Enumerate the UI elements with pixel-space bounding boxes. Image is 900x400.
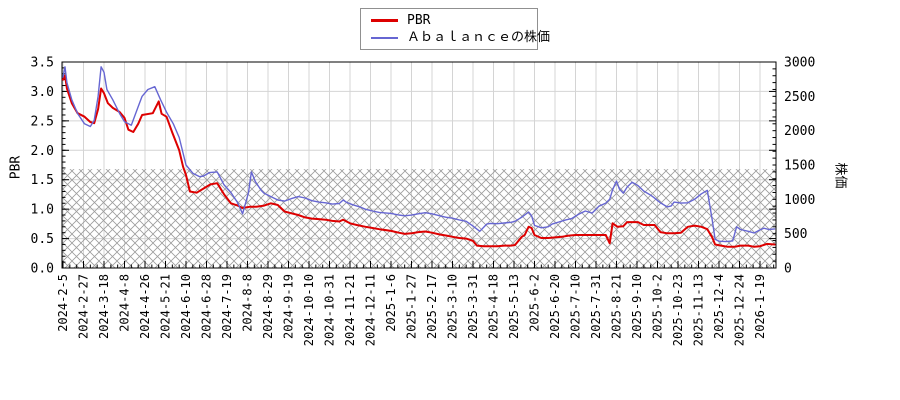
svg-text:500: 500 bbox=[784, 227, 807, 242]
svg-text:2024-6-10: 2024-6-10 bbox=[179, 274, 193, 339]
svg-text:2025-4-18: 2025-4-18 bbox=[487, 274, 501, 339]
svg-text:2024-7-19: 2024-7-19 bbox=[220, 274, 234, 339]
svg-text:1.5: 1.5 bbox=[31, 173, 54, 188]
svg-text:1000: 1000 bbox=[784, 193, 815, 208]
svg-text:1500: 1500 bbox=[784, 159, 815, 174]
legend-item-stock-price: Ａｂａｌａｎｃｅの株価 bbox=[371, 29, 550, 46]
svg-text:2025-10-2: 2025-10-2 bbox=[651, 274, 665, 339]
svg-text:3.5: 3.5 bbox=[31, 56, 54, 71]
y-axis-tick-labels: 0.0 0.5 1.0 1.5 2.0 2.5 3.0 3.5 0 500 1000 1500 2000… bbox=[31, 56, 816, 277]
svg-text:2025-12-24: 2025-12-24 bbox=[733, 274, 747, 346]
svg-text:2024-8-29: 2024-8-29 bbox=[261, 274, 275, 339]
svg-text:2024-10-10: 2024-10-10 bbox=[302, 274, 316, 346]
svg-text:2024-9-19: 2024-9-19 bbox=[282, 274, 296, 339]
svg-text:2024-2-27: 2024-2-27 bbox=[77, 274, 91, 339]
svg-text:2.5: 2.5 bbox=[31, 114, 54, 129]
legend-label-pbr: PBR bbox=[407, 13, 431, 28]
svg-text:2024-12-11: 2024-12-11 bbox=[364, 274, 378, 346]
y-axis-label-left: PBR bbox=[8, 155, 24, 180]
svg-text:2.0: 2.0 bbox=[31, 144, 54, 159]
svg-text:2025-7-10: 2025-7-10 bbox=[569, 274, 583, 339]
svg-text:2025-9-10: 2025-9-10 bbox=[630, 274, 644, 339]
stock-price-line bbox=[62, 66, 776, 243]
svg-text:2025-7-31: 2025-7-31 bbox=[589, 274, 603, 339]
legend-item-pbr: PBR bbox=[371, 12, 537, 29]
legend-label-stock-price: Ａｂａｌａｎｃｅの株価 bbox=[407, 30, 551, 45]
pbr-line-sample-icon bbox=[371, 19, 398, 22]
legend: PBR Ａｂａｌａｎｃｅの株価 bbox=[360, 8, 550, 50]
svg-text:2024-8-8: 2024-8-8 bbox=[241, 274, 255, 332]
svg-text:2025-3-10: 2025-3-10 bbox=[446, 274, 460, 339]
svg-text:2025-1-6: 2025-1-6 bbox=[384, 274, 398, 332]
stock-price-line-sample-icon bbox=[371, 36, 398, 39]
svg-text:3.0: 3.0 bbox=[31, 85, 54, 100]
svg-text:2024-5-21: 2024-5-21 bbox=[159, 274, 173, 339]
svg-text:2000: 2000 bbox=[784, 124, 815, 139]
svg-text:1.0: 1.0 bbox=[31, 203, 54, 218]
hatch-band bbox=[62, 169, 776, 268]
y-axis-label-right: 株価 bbox=[832, 162, 848, 189]
x-axis-tick-labels: 2024-2-5 2024-2-27 2024-3-18 2024-4-8 2024-4… bbox=[56, 274, 767, 346]
svg-text:2024-3-18: 2024-3-18 bbox=[97, 274, 111, 339]
svg-text:0.0: 0.0 bbox=[31, 262, 54, 277]
svg-text:2024-6-28: 2024-6-28 bbox=[200, 274, 214, 339]
svg-text:2025-3-31: 2025-3-31 bbox=[466, 274, 480, 339]
svg-text:2026-1-19: 2026-1-19 bbox=[753, 274, 767, 339]
svg-text:2500: 2500 bbox=[784, 90, 815, 105]
svg-text:2025-2-17: 2025-2-17 bbox=[425, 274, 439, 339]
svg-text:2025-6-2: 2025-6-2 bbox=[528, 274, 542, 332]
svg-text:2025-6-20: 2025-6-20 bbox=[548, 274, 562, 339]
svg-text:2025-1-27: 2025-1-27 bbox=[405, 274, 419, 339]
svg-text:3000: 3000 bbox=[784, 56, 815, 71]
svg-text:2025-10-23: 2025-10-23 bbox=[671, 274, 685, 346]
svg-text:2024-11-21: 2024-11-21 bbox=[343, 274, 357, 346]
svg-text:2025-12-4: 2025-12-4 bbox=[712, 274, 726, 339]
svg-text:2024-2-5: 2024-2-5 bbox=[56, 274, 70, 332]
svg-text:2024-4-8: 2024-4-8 bbox=[118, 274, 132, 332]
axis-ticks bbox=[62, 61, 776, 269]
svg-text:2025-5-13: 2025-5-13 bbox=[507, 274, 521, 339]
pbr-line bbox=[62, 74, 776, 248]
svg-text:2025-8-21: 2025-8-21 bbox=[610, 274, 624, 339]
svg-text:2024-4-26: 2024-4-26 bbox=[138, 274, 152, 339]
svg-text:0.5: 0.5 bbox=[31, 232, 54, 247]
svg-text:0: 0 bbox=[784, 262, 792, 277]
svg-text:2024-10-31: 2024-10-31 bbox=[323, 274, 337, 346]
svg-text:2025-11-13: 2025-11-13 bbox=[692, 274, 706, 346]
series-lines bbox=[62, 66, 776, 248]
